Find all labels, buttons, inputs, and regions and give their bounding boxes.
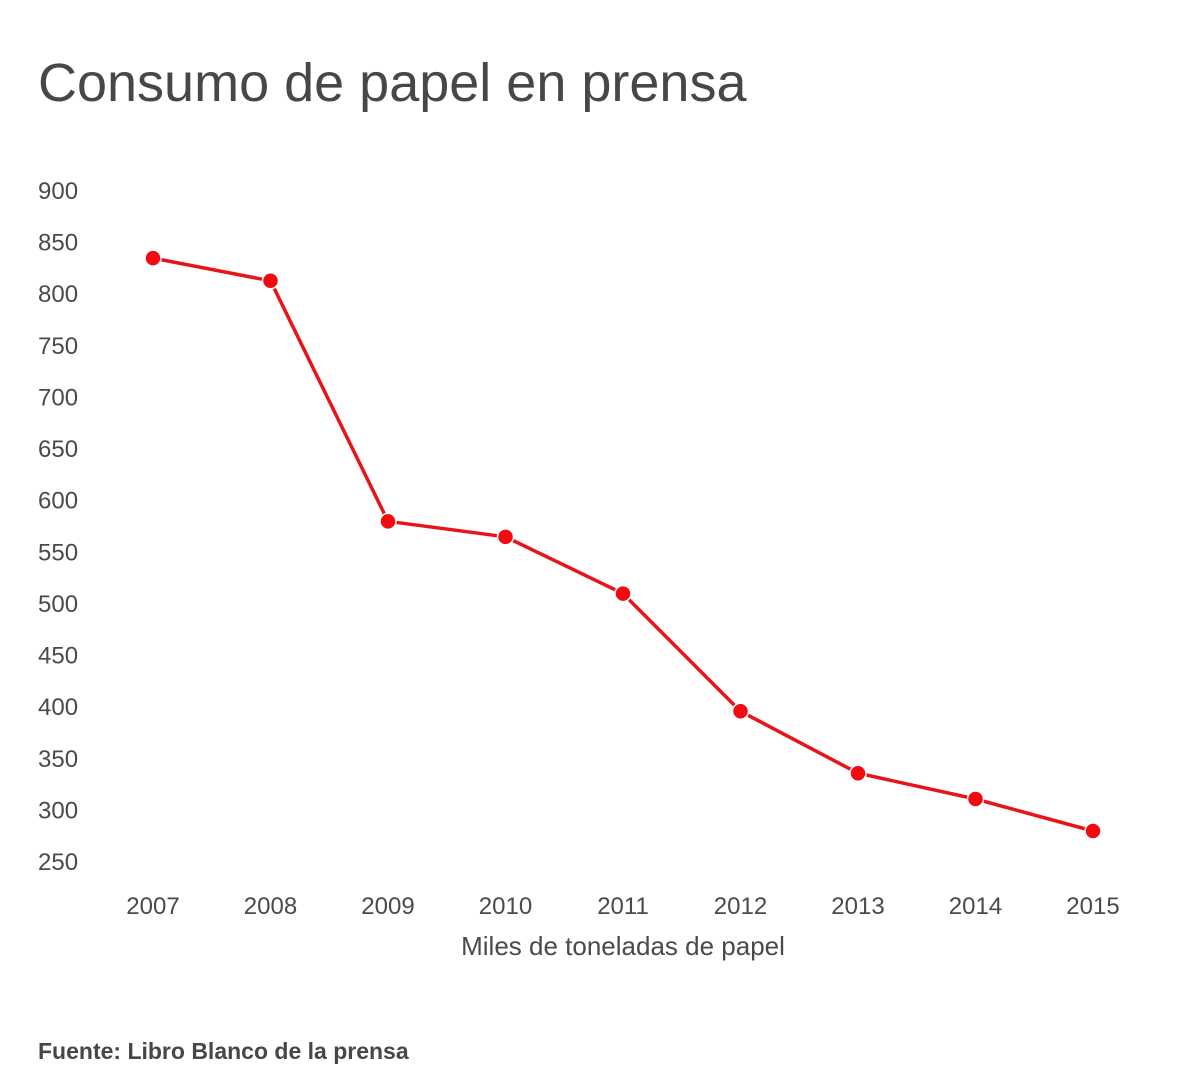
data-point xyxy=(614,584,632,603)
y-tick-label: 750 xyxy=(38,333,78,360)
y-tick-label: 300 xyxy=(38,797,78,824)
x-tick-label: 2013 xyxy=(831,893,884,920)
y-tick-label: 650 xyxy=(38,436,78,463)
y-tick-label: 600 xyxy=(38,488,78,515)
series-line xyxy=(151,256,1095,833)
x-tick-label: 2015 xyxy=(1066,893,1119,920)
x-axis-ticks: 2007 2008 2009 2010 2011 2012 2013 2014 2015 xyxy=(126,893,1119,920)
data-point xyxy=(1084,822,1102,840)
y-tick-label: 800 xyxy=(38,281,78,308)
x-tick-label: 2008 xyxy=(244,893,297,920)
y-tick-label: 350 xyxy=(38,746,78,773)
x-tick-label: 2014 xyxy=(949,893,1002,920)
x-tick-label: 2012 xyxy=(714,893,767,920)
data-point xyxy=(144,249,162,267)
y-tick-label: 700 xyxy=(38,384,78,411)
data-point xyxy=(849,764,867,782)
y-tick-label: 400 xyxy=(38,694,78,721)
x-tick-label: 2009 xyxy=(361,893,414,920)
data-point xyxy=(261,272,280,290)
y-axis-ticks: 900 850 800 750 700 650 600 550 500 450 400 350 300 2… xyxy=(38,178,78,876)
series-points xyxy=(144,249,1102,840)
x-tick-label: 2011 xyxy=(597,893,649,920)
x-tick-label: 2007 xyxy=(126,893,179,920)
source-note: Fuente: Libro Blanco de la prensa xyxy=(38,1038,409,1064)
y-tick-label: 900 xyxy=(38,178,78,205)
chart-title: Consumo de papel en prensa xyxy=(38,53,747,113)
y-tick-label: 450 xyxy=(38,643,78,670)
data-point xyxy=(379,512,397,531)
x-tick-label: 2010 xyxy=(479,893,532,920)
data-point xyxy=(496,528,515,546)
y-tick-label: 850 xyxy=(38,230,78,257)
x-axis-label: Miles de toneladas de papel xyxy=(461,931,785,961)
data-point xyxy=(731,702,750,721)
line-chart: 900 850 800 750 700 650 600 550 500 450 400 350 300 2… xyxy=(38,178,1120,961)
data-point xyxy=(966,790,985,808)
y-tick-label: 550 xyxy=(38,539,78,566)
y-tick-label: 250 xyxy=(38,849,78,876)
y-tick-label: 500 xyxy=(38,591,78,618)
